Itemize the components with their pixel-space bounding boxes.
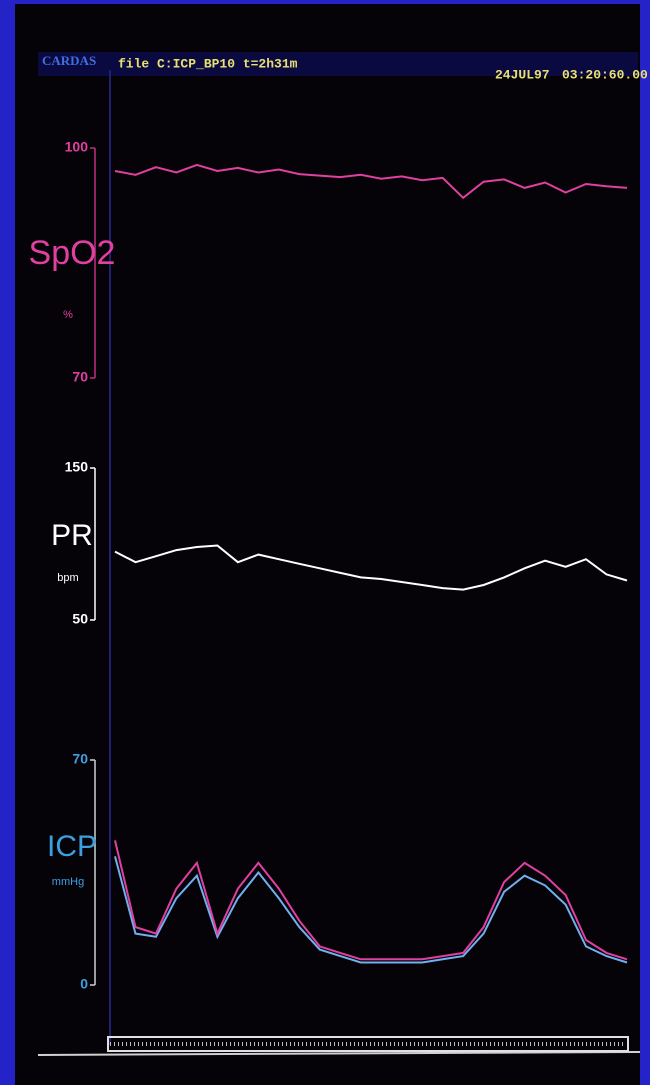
y-axis-unit: %	[63, 309, 73, 321]
file-name: file C:ICP_BP10 t=2h31m	[118, 56, 298, 71]
y-tick-label: 0	[80, 976, 88, 992]
page: {"header": {"app": "CARDAS", "file": "fi…	[0, 0, 650, 1085]
y-tick-label: 150	[65, 459, 89, 475]
y-axis-unit: mmHg	[52, 876, 84, 888]
y-tick-label: 70	[72, 369, 88, 385]
app-name: CARDAS	[42, 53, 96, 68]
y-axis-label: PR	[51, 519, 93, 552]
y-axis-label: SpO2	[29, 234, 116, 272]
date: 24JUL97	[495, 67, 550, 82]
y-tick-label: 50	[72, 611, 88, 627]
monitor	[15, 4, 640, 1085]
y-tick-label: 100	[65, 139, 89, 155]
y-axis-unit: bpm	[57, 572, 78, 584]
time: 03:20:60.00	[562, 67, 648, 82]
y-axis-label: ICP	[47, 830, 97, 863]
screen: CARDAS file C:ICP_BP10 t=2h31m 24JUL97 0…	[0, 0, 650, 1085]
y-tick-label: 70	[72, 751, 88, 767]
